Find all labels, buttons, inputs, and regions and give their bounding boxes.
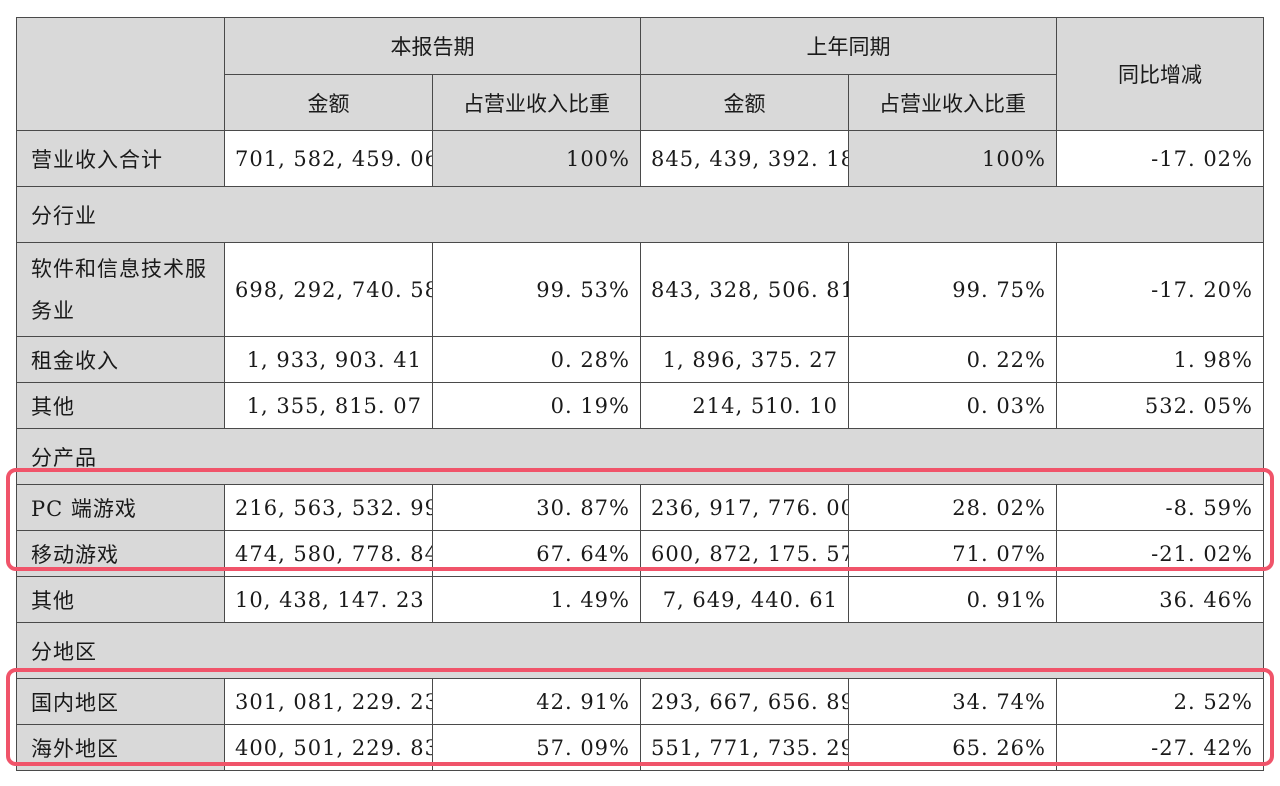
table-row: 租金收入 1, 933, 903. 41 0. 28% 1, 896, 375.… bbox=[16, 336, 1264, 383]
prior-share-cell: 100% bbox=[848, 130, 1057, 187]
row-label: 其他 bbox=[16, 576, 225, 623]
current-amount-cell: 698, 292, 740. 58 bbox=[224, 242, 433, 337]
table-row: 移动游戏 474, 580, 778. 84 67. 64% 600, 872,… bbox=[16, 530, 1264, 577]
current-amount-cell: 400, 501, 229. 83 bbox=[224, 724, 433, 771]
header-yoy-change: 同比增减 bbox=[1056, 17, 1264, 131]
current-amount-cell: 1, 355, 815. 07 bbox=[224, 382, 433, 429]
current-share-cell: 1. 49% bbox=[432, 576, 641, 623]
header-current-share: 占营业收入比重 bbox=[432, 74, 641, 131]
yoy-cell: -17. 20% bbox=[1056, 242, 1264, 337]
header-empty-corner bbox=[16, 17, 225, 131]
current-amount-cell: 701, 582, 459. 06 bbox=[224, 130, 433, 187]
current-share-cell: 42. 91% bbox=[432, 678, 641, 725]
table-row: 国内地区 301, 081, 229. 23 42. 91% 293, 667,… bbox=[16, 678, 1264, 725]
current-share-cell: 30. 87% bbox=[432, 484, 641, 531]
header-prior-period: 上年同期 bbox=[640, 17, 1057, 75]
prior-amount-cell: 293, 667, 656. 89 bbox=[640, 678, 849, 725]
row-label: 其他 bbox=[16, 382, 225, 429]
row-label: PC 端游戏 bbox=[16, 484, 225, 531]
row-label: 租金收入 bbox=[16, 336, 225, 383]
current-share-cell: 0. 19% bbox=[432, 382, 641, 429]
revenue-breakdown-table: 本报告期 上年同期 同比增减 金额 占营业收入比重 金额 占营业收入比重 营业收… bbox=[16, 17, 1264, 771]
prior-share-cell: 28. 02% bbox=[848, 484, 1057, 531]
yoy-cell: -27. 42% bbox=[1056, 724, 1264, 771]
prior-share-cell: 0. 22% bbox=[848, 336, 1057, 383]
prior-share-cell: 34. 74% bbox=[848, 678, 1057, 725]
prior-amount-cell: 236, 917, 776. 00 bbox=[640, 484, 849, 531]
prior-share-cell: 0. 91% bbox=[848, 576, 1057, 623]
current-amount-cell: 301, 081, 229. 23 bbox=[224, 678, 433, 725]
yoy-cell: 1. 98% bbox=[1056, 336, 1264, 383]
header-current-amount: 金额 bbox=[224, 74, 433, 131]
prior-share-cell: 65. 26% bbox=[848, 724, 1057, 771]
yoy-cell: 532. 05% bbox=[1056, 382, 1264, 429]
yoy-cell: 2. 52% bbox=[1056, 678, 1264, 725]
prior-share-cell: 99. 75% bbox=[848, 242, 1057, 337]
row-label: 国内地区 bbox=[16, 678, 225, 725]
yoy-cell: 36. 46% bbox=[1056, 576, 1264, 623]
current-share-cell: 100% bbox=[432, 130, 641, 187]
table-row: PC 端游戏 216, 563, 532. 99 30. 87% 236, 91… bbox=[16, 484, 1264, 531]
table-header: 本报告期 上年同期 同比增减 金额 占营业收入比重 金额 占营业收入比重 bbox=[16, 17, 1264, 131]
section-label: 分产品 bbox=[16, 428, 1264, 485]
current-share-cell: 99. 53% bbox=[432, 242, 641, 337]
section-label: 分地区 bbox=[16, 622, 1264, 679]
table-row: 软件和信息技术服务业 698, 292, 740. 58 99. 53% 843… bbox=[16, 242, 1264, 337]
current-share-cell: 57. 09% bbox=[432, 724, 641, 771]
prior-share-cell: 71. 07% bbox=[848, 530, 1057, 577]
current-share-cell: 0. 28% bbox=[432, 336, 641, 383]
current-share-cell: 67. 64% bbox=[432, 530, 641, 577]
prior-amount-cell: 214, 510. 10 bbox=[640, 382, 849, 429]
header-current-period: 本报告期 bbox=[224, 17, 641, 75]
table-body: 营业收入合计 701, 582, 459. 06 100% 845, 439, … bbox=[16, 130, 1264, 771]
yoy-cell: -21. 02% bbox=[1056, 530, 1264, 577]
current-amount-cell: 474, 580, 778. 84 bbox=[224, 530, 433, 577]
header-prior-share: 占营业收入比重 bbox=[848, 74, 1057, 131]
row-label: 软件和信息技术服务业 bbox=[16, 242, 225, 337]
section-row-product: 分产品 bbox=[16, 428, 1264, 485]
revenue-breakdown-table-container: 本报告期 上年同期 同比增减 金额 占营业收入比重 金额 占营业收入比重 营业收… bbox=[16, 17, 1264, 771]
section-label: 分行业 bbox=[16, 186, 1264, 243]
section-row-region: 分地区 bbox=[16, 622, 1264, 679]
row-label: 营业收入合计 bbox=[16, 130, 225, 187]
prior-amount-cell: 551, 771, 735. 29 bbox=[640, 724, 849, 771]
current-amount-cell: 1, 933, 903. 41 bbox=[224, 336, 433, 383]
current-amount-cell: 10, 438, 147. 23 bbox=[224, 576, 433, 623]
prior-amount-cell: 7, 649, 440. 61 bbox=[640, 576, 849, 623]
header-prior-amount: 金额 bbox=[640, 74, 849, 131]
header-row-sub: 金额 占营业收入比重 金额 占营业收入比重 bbox=[17, 74, 1264, 131]
prior-amount-cell: 845, 439, 392. 18 bbox=[640, 130, 849, 187]
row-label: 移动游戏 bbox=[16, 530, 225, 577]
row-label: 海外地区 bbox=[16, 724, 225, 771]
prior-amount-cell: 600, 872, 175. 57 bbox=[640, 530, 849, 577]
table-row: 其他 10, 438, 147. 23 1. 49% 7, 649, 440. … bbox=[16, 576, 1264, 623]
yoy-cell: -17. 02% bbox=[1056, 130, 1264, 187]
current-amount-cell: 216, 563, 532. 99 bbox=[224, 484, 433, 531]
table-row-total: 营业收入合计 701, 582, 459. 06 100% 845, 439, … bbox=[16, 130, 1264, 187]
prior-amount-cell: 1, 896, 375. 27 bbox=[640, 336, 849, 383]
header-row-top: 本报告期 上年同期 同比增减 bbox=[16, 17, 1264, 131]
yoy-cell: -8. 59% bbox=[1056, 484, 1264, 531]
table-row: 其他 1, 355, 815. 07 0. 19% 214, 510. 10 0… bbox=[16, 382, 1264, 429]
section-row-industry: 分行业 bbox=[16, 186, 1264, 243]
prior-amount-cell: 843, 328, 506. 81 bbox=[640, 242, 849, 337]
prior-share-cell: 0. 03% bbox=[848, 382, 1057, 429]
table-row: 海外地区 400, 501, 229. 83 57. 09% 551, 771,… bbox=[16, 724, 1264, 771]
